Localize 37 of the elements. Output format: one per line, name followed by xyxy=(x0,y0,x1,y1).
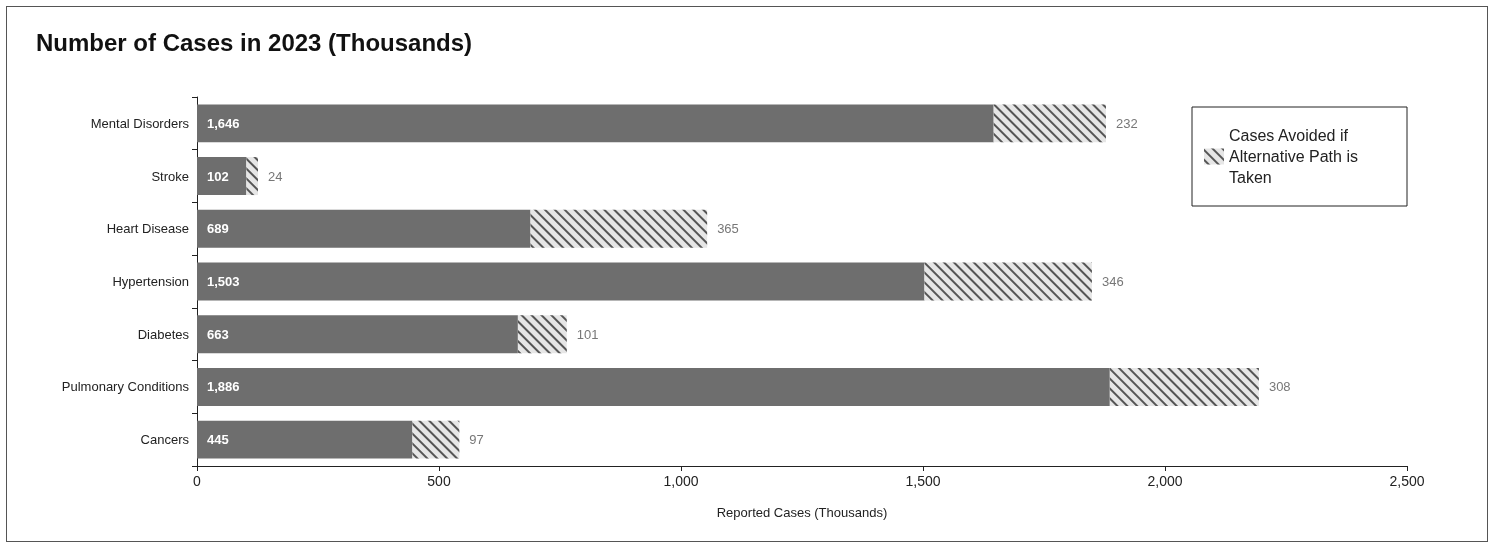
x-axis-title: Reported Cases (Thousands) xyxy=(716,505,888,520)
data-label: 1,503 xyxy=(207,274,240,289)
data-label: 24 xyxy=(267,168,283,184)
x-tick-label: 0 xyxy=(193,473,202,489)
y-tick-label: Pulmonary Conditions xyxy=(61,379,190,395)
y-tick-label: Diabetes xyxy=(137,326,190,342)
legend-label: Cases Avoided if Alternative Path is Taken xyxy=(1229,127,1363,186)
x-tick-label: 2,000 xyxy=(1147,473,1183,489)
data-label: 365 xyxy=(717,221,739,237)
data-label: 232 xyxy=(1115,115,1138,131)
data-label: 97 xyxy=(469,432,484,448)
bar xyxy=(197,367,1110,406)
bar xyxy=(197,104,994,143)
data-label: 102 xyxy=(207,168,229,184)
x-tick-label: 1,000 xyxy=(663,473,699,489)
y-tick-label: Heart Disease xyxy=(106,221,189,237)
data-label: 663 xyxy=(207,326,229,342)
y-tick-label: Mental Disorders xyxy=(90,115,190,131)
chart-title: Number of Cases in 2023 (Thousands) xyxy=(36,28,473,56)
y-tick-label: Stroke xyxy=(151,168,189,184)
data-label: 1,646 xyxy=(207,115,240,131)
data-label: 308 xyxy=(1268,379,1291,395)
data-label: 445 xyxy=(207,432,229,448)
data-label: 689 xyxy=(207,221,229,237)
bar xyxy=(197,315,518,354)
bar xyxy=(197,157,247,196)
x-tick-label: 500 xyxy=(427,473,451,489)
data-label: 346 xyxy=(1101,274,1124,289)
bar xyxy=(197,209,531,248)
x-tick-label: 1,500 xyxy=(905,473,941,489)
bar xyxy=(197,420,413,459)
x-tick-label: 2,500 xyxy=(1389,473,1425,489)
data-label: 101 xyxy=(576,326,599,342)
data-label: 1,886 xyxy=(207,379,240,395)
y-tick-label: Cancers xyxy=(140,432,190,448)
bar xyxy=(197,262,925,301)
y-tick-label: Hypertension xyxy=(112,274,189,289)
